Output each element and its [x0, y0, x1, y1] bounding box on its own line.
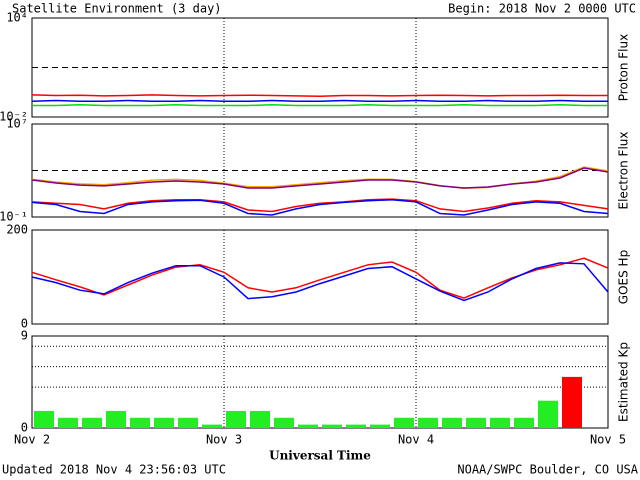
y-tick-label: 200 — [6, 223, 28, 237]
kp-bar — [106, 410, 126, 428]
kp-bar — [394, 417, 414, 428]
kp-bar — [346, 424, 366, 428]
kp-bar — [130, 417, 150, 428]
kp-bar — [202, 424, 222, 428]
y-axis-label: Proton Flux — [617, 34, 631, 101]
kp-bar — [442, 417, 462, 428]
kp-bar — [226, 410, 246, 428]
kp-bar — [514, 417, 534, 428]
y-tick-label: 0 — [21, 317, 28, 331]
kp-bar — [466, 417, 486, 428]
panel-frame — [31, 17, 609, 118]
y-tick-label: 0 — [21, 421, 28, 435]
x-tick-label: Nov 5 — [590, 433, 626, 447]
kp-bar — [58, 417, 78, 428]
y-tick-label: 10⁴ — [6, 11, 28, 25]
title: Satellite Environment (3 day) — [12, 2, 222, 16]
updated-label: Updated 2018 Nov 4 23:56:03 UTC — [2, 463, 226, 477]
series-line — [31, 94, 608, 98]
y-tick-label: 10⁷ — [6, 117, 28, 131]
series-line — [31, 198, 609, 213]
kp-bar — [154, 417, 174, 428]
series-line — [31, 257, 609, 299]
kp-bar — [490, 417, 510, 428]
series-line — [32, 104, 608, 107]
panel-frame — [31, 229, 609, 325]
kp-bar — [322, 424, 342, 428]
y-axis-label: GOES Hp — [617, 250, 631, 304]
y-axis-label: Estimated Kp — [617, 342, 631, 422]
x-axis-label: Universal Time — [269, 449, 371, 463]
kp-bar — [82, 417, 102, 428]
kp-bar — [250, 410, 270, 428]
kp-bar — [178, 417, 198, 428]
kp-bar — [298, 424, 318, 428]
kp-bar — [538, 400, 558, 428]
x-tick-label: Nov 4 — [398, 433, 434, 447]
kp-bar — [370, 424, 390, 428]
panel-frame — [31, 335, 609, 429]
y-tick-label: 10⁻¹ — [0, 210, 28, 224]
begin-label: Begin: 2018 Nov 2 0000 UTC — [448, 2, 636, 16]
kp-bar — [418, 417, 438, 428]
y-axis-label: Electron Flux — [617, 132, 631, 210]
series-line — [31, 262, 609, 302]
y-tick-label: 10⁻² — [0, 110, 28, 124]
kp-bar — [562, 376, 582, 428]
series-line — [31, 167, 609, 189]
x-tick-label: Nov 2 — [14, 433, 50, 447]
series-line — [31, 99, 608, 103]
y-tick-label: 9 — [21, 329, 28, 343]
kp-bar — [274, 417, 294, 428]
series-line — [31, 199, 609, 216]
kp-bar — [34, 410, 54, 428]
source-label: NOAA/SWPC Boulder, CO USA — [457, 463, 638, 477]
x-tick-label: Nov 3 — [206, 433, 242, 447]
